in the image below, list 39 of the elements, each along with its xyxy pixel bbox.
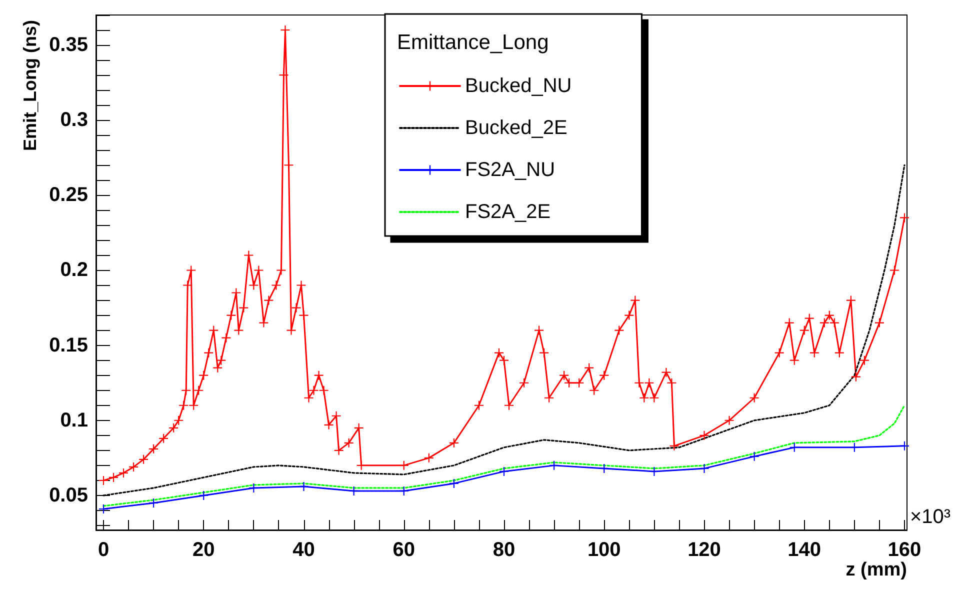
x-tick-label: 140 [788, 539, 822, 561]
legend-label: Bucked_NU [465, 75, 572, 97]
x-tick-label: 0 [98, 539, 110, 561]
legend-label: FS2A_2E [465, 201, 551, 223]
point [900, 441, 909, 450]
y-tick-label: 0.2 [60, 259, 88, 282]
point [449, 478, 458, 488]
x-tick-label: 20 [192, 539, 215, 561]
y-tick-label: 0.35 [49, 34, 88, 56]
point [500, 466, 509, 476]
text: ×10³ [910, 506, 951, 528]
y-tick-label: 0.15 [49, 334, 88, 356]
point [399, 486, 408, 496]
point [600, 464, 609, 473]
y-tick-label: 0.3 [60, 109, 88, 132]
x-tick-label: 60 [392, 539, 416, 561]
point [249, 483, 258, 492]
point [299, 482, 308, 491]
y-tick-label: 0.05 [49, 484, 88, 506]
point [750, 452, 759, 461]
x-tick-label: 160 [888, 539, 922, 561]
x-axis-title: z (mm) [846, 560, 907, 580]
x-tick-label: 100 [587, 539, 621, 561]
point [790, 442, 799, 452]
point [349, 486, 358, 496]
point [199, 490, 208, 500]
y-tick-label: 0.1 [60, 409, 88, 432]
legend-label: Bucked_2E [465, 117, 568, 139]
x-tick-label: 80 [492, 539, 516, 561]
point [149, 498, 158, 508]
point [550, 460, 559, 470]
legend-title: Emittance_Long [397, 31, 549, 54]
legend-label: FS2A_NU [465, 159, 556, 181]
x-tick-label: 40 [292, 539, 315, 561]
x-tick-label: 120 [688, 539, 721, 561]
y-tick-label: 0.25 [49, 184, 88, 206]
point [700, 464, 709, 473]
y-axis-title: Emit_Long (ns) [20, 20, 40, 151]
point [99, 504, 108, 514]
